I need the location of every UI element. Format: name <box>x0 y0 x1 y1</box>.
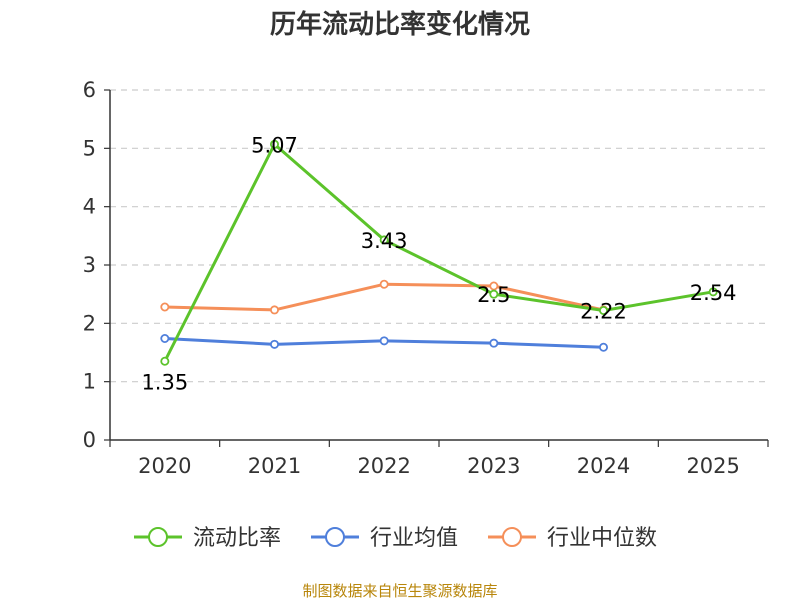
source-note: 制图数据来自恒生聚源数据库 <box>302 582 497 600</box>
x-tick-label-2025: 2025 <box>686 454 739 478</box>
point-0-2023 <box>489 289 499 299</box>
data-label-2022: 3.43 <box>361 229 408 253</box>
point-2-2021 <box>269 305 279 315</box>
x-tick-label-2023: 2023 <box>467 454 520 478</box>
y-tick-label-6: 6 <box>83 78 96 102</box>
legend-label-1: 行业均值 <box>370 526 458 551</box>
x-tick-label-2022: 2022 <box>357 454 410 478</box>
point-1-2021 <box>269 339 279 349</box>
axes: 0 1 2 3 4 5 6 2020 2021 2022 2023 2024 2025 <box>83 78 769 478</box>
y-tick-label-2: 2 <box>83 311 96 335</box>
point-0-2022 <box>379 235 389 245</box>
point-1-2022 <box>379 336 389 346</box>
legend-item-1: 行业均值 <box>311 526 458 551</box>
grid-lines <box>110 89 768 383</box>
point-2-2023 <box>489 281 499 291</box>
series-line-0 <box>163 142 715 363</box>
point-0-2021 <box>269 139 279 149</box>
data-label-2023: 2.5 <box>477 283 510 307</box>
point-1-2023 <box>489 338 499 348</box>
point-1-2024 <box>599 342 609 352</box>
legend: 流动比率 行业均值 行业中位数 <box>134 526 657 551</box>
y-tick-label-1: 1 <box>83 370 96 394</box>
point-2-2022 <box>379 279 389 289</box>
data-label-2020: 1.35 <box>141 370 188 394</box>
legend-item-2: 行业中位数 <box>488 526 657 551</box>
y-tick-label-5: 5 <box>83 136 96 160</box>
point-2-2020 <box>160 302 170 312</box>
point-0-2020 <box>160 356 170 366</box>
y-tick-label-4: 4 <box>83 195 96 219</box>
y-tick-label-0: 0 <box>83 428 96 452</box>
legend-marker-0 <box>148 527 168 547</box>
data-label-2025: 2.54 <box>690 281 737 305</box>
x-tick-label-2024: 2024 <box>577 454 630 478</box>
data-label-2021: 5.07 <box>251 133 298 157</box>
point-0-2025 <box>708 287 718 297</box>
point-0-2024 <box>599 305 609 315</box>
data-label-2024: 2.22 <box>580 300 627 324</box>
x-tick-label-2021: 2021 <box>248 454 301 478</box>
x-tick-label-2020: 2020 <box>138 454 191 478</box>
legend-item-0: 流动比率 <box>134 526 281 551</box>
legend-label-0: 流动比率 <box>193 526 281 551</box>
legend-marker-2 <box>502 527 522 547</box>
chart-title: 历年流动比率变化情况 <box>270 9 530 40</box>
data-labels: 1.35 5.07 3.43 2.5 2.22 2.54 <box>141 133 736 394</box>
legend-marker-1 <box>325 527 345 547</box>
y-tick-label-3: 3 <box>83 253 96 277</box>
legend-label-2: 行业中位数 <box>547 526 657 551</box>
point-1-2020 <box>160 333 170 343</box>
series-lines <box>160 139 718 366</box>
